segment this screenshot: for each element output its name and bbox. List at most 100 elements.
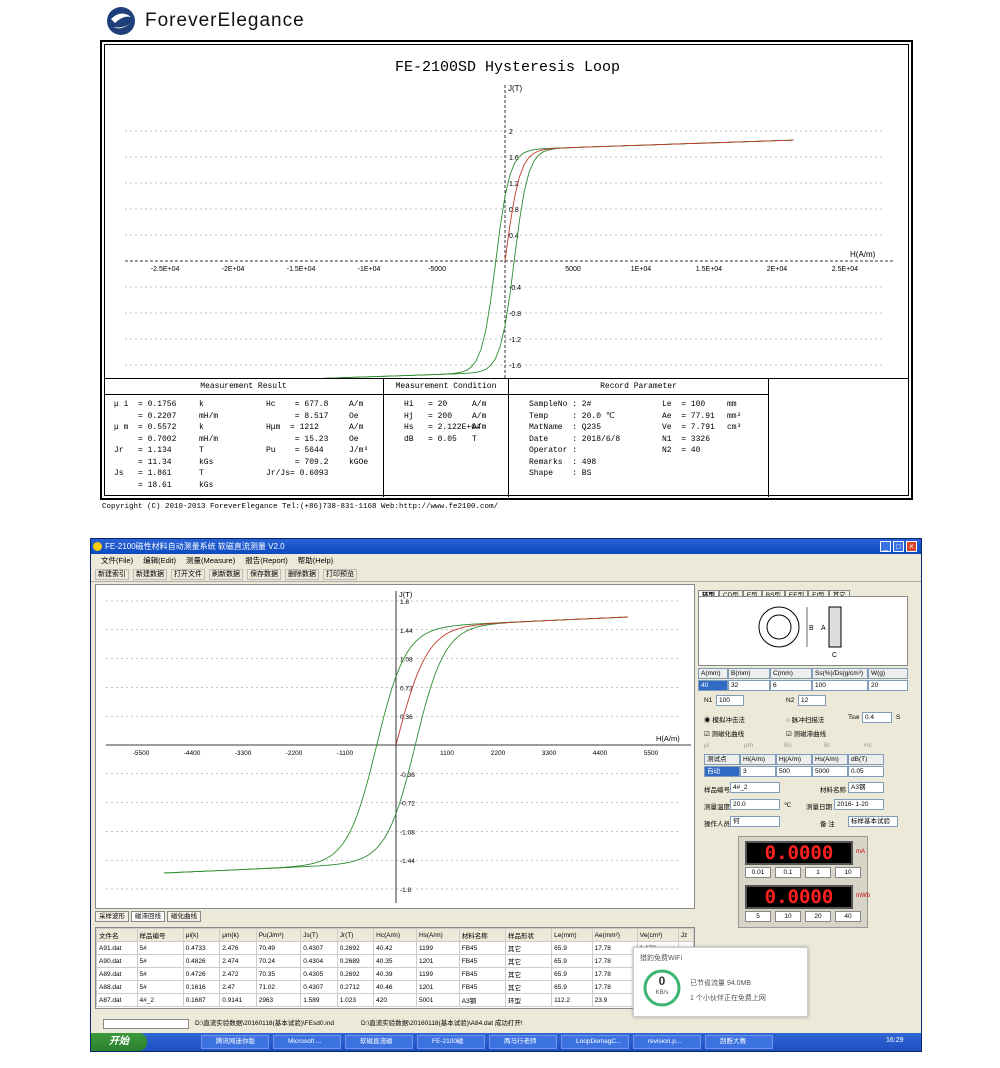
grid-cell: 112.2 [551, 993, 593, 1007]
grid-header-cell[interactable]: 材料名称 [458, 928, 506, 942]
table-row[interactable]: A91.dat 5# 0.4733 2.476 70.49 0.4307 0.2692 40.… [96, 941, 695, 955]
current-range-button[interactable]: 0.01 [745, 867, 771, 878]
view-tab[interactable]: 磁滞回线 [131, 911, 165, 922]
taskbar-item[interactable]: Microsoft ... [273, 1035, 341, 1049]
test-point-input[interactable]: 5000 [812, 766, 848, 777]
test-point-input[interactable]: 500 [776, 766, 812, 777]
grid-cell: 0.2712 [336, 980, 375, 994]
test-point-input[interactable]: 自动 [704, 766, 740, 777]
operator-input[interactable]: 何 [730, 816, 780, 827]
table-row[interactable]: A90.dat 5# 0.4826 2.474 70.24 0.4304 0.2689 40.… [96, 954, 695, 968]
wifi-title: 猎豹免费WiFi [640, 955, 682, 962]
flux-range-button[interactable]: 5 [745, 911, 771, 922]
close-icon[interactable]: × [906, 541, 917, 552]
table-row[interactable]: A87.dat 4#_2 0.1687 0.9141 2963 1.589 1.023 420… [96, 993, 695, 1007]
grid-cell: 65.9 [551, 967, 593, 981]
grid-header-cell[interactable]: Le(mm) [551, 928, 593, 942]
menu-item[interactable]: 测量(Measure) [186, 556, 236, 565]
record-cell: Ae = 77.91 [662, 411, 715, 421]
grid-header-cell[interactable]: Js(T) [300, 928, 338, 942]
test-point-input[interactable]: 3 [740, 766, 776, 777]
check-hysteresis[interactable]: ☑ 测磁滞曲线 [786, 731, 827, 738]
flux-range-button[interactable]: 20 [805, 911, 831, 922]
grid-header-cell[interactable]: Hs(A/m) [415, 928, 460, 942]
grid-header-cell[interactable]: Ve(cm³) [636, 928, 679, 942]
taskbar-item[interactable]: 腾讯网迷你版 [201, 1035, 269, 1049]
taskbar-item[interactable]: 软磁直流磁 [345, 1035, 413, 1049]
material-label: 材料名称 [820, 787, 846, 794]
radio-pulse-scan-label: 脉冲扫描法 [791, 717, 825, 724]
dimension-input[interactable]: 20 [868, 680, 908, 691]
grid-header-cell[interactable]: Jz [677, 928, 695, 942]
menu-item[interactable]: 文件(File) [101, 556, 134, 565]
taskbar-item[interactable]: LoopDemagC... [561, 1035, 629, 1049]
view-tab[interactable]: 磁化曲线 [167, 911, 201, 922]
dimension-input[interactable]: 40 [698, 680, 728, 691]
table-row[interactable]: A89.dat 5# 0.4726 2.472 70.35 0.4305 0.2692 40.… [96, 967, 695, 981]
grid-cell: FB45 [458, 941, 506, 955]
current-range-button[interactable]: 1 [805, 867, 831, 878]
record-cell: N2 = 40 [662, 446, 701, 455]
current-range-button[interactable]: 0.1 [775, 867, 801, 878]
grid-header-cell[interactable]: 文件名 [96, 928, 138, 942]
tsw-input[interactable]: 0.4 [862, 712, 892, 723]
current-range-button[interactable]: 10 [835, 867, 861, 878]
dimension-input[interactable]: 100 [812, 680, 868, 691]
grid-header-cell[interactable]: Jr(T) [336, 928, 375, 942]
menu-item[interactable]: 报告(Report) [245, 556, 288, 565]
toolbar-button[interactable]: 新建索引 [95, 569, 129, 580]
n2-input[interactable]: 12 [798, 695, 826, 706]
start-button[interactable]: 开始 [91, 1033, 147, 1051]
temp-input[interactable]: 20.0 [730, 799, 780, 810]
grid-header-cell[interactable]: 样品编号 [136, 928, 184, 942]
grid-cell: 40.42 [373, 941, 417, 955]
toolbar-button[interactable]: 新建数据 [133, 569, 167, 580]
check-magnetization[interactable]: ☑ 测磁化曲线 [704, 731, 745, 738]
grid-header-cell[interactable]: 样品形状 [504, 928, 553, 942]
toolbar-button[interactable]: 打印预览 [323, 569, 357, 580]
flux-range-button[interactable]: 10 [775, 911, 801, 922]
record-parameter-column: Record Parameter SampleNo : 2# Le = 100 mm… [509, 379, 769, 497]
grid-cell: 5# [136, 954, 184, 968]
maximize-icon[interactable]: □ [893, 541, 904, 552]
taskbar-item[interactable]: 两马行老师 [489, 1035, 557, 1049]
check-hysteresis-label: 测磁滞曲线 [793, 731, 827, 738]
date-picker[interactable]: 2016- 1-20 [834, 799, 884, 810]
dimension-input[interactable]: 6 [770, 680, 812, 691]
taskbar-item[interactable]: FE-2100磁 [417, 1035, 485, 1049]
toolbar-button[interactable]: 打开文件 [171, 569, 205, 580]
grid-header-cell[interactable]: μm(k) [219, 928, 257, 942]
material-input[interactable]: A3钢 [848, 782, 884, 793]
note-input[interactable]: 标样基本试验 [848, 816, 898, 827]
grid-header-cell[interactable]: μi(k) [182, 928, 221, 942]
radio-pulse-scan[interactable]: ○ 脉冲扫描法 [786, 717, 825, 724]
grid-cell: 0.1616 [182, 980, 221, 994]
taskbar-item[interactable]: revision.p... [633, 1035, 701, 1049]
sample-input[interactable]: 4#_2 [730, 782, 780, 793]
taskbar-item[interactable]: 刮断大赛 [705, 1035, 773, 1049]
grid-header-cell[interactable]: Ae(mm²) [591, 928, 638, 942]
result-cell: = 8.517 [266, 411, 329, 421]
toolbar-button[interactable]: 删除数据 [285, 569, 319, 580]
dimension-input[interactable]: 32 [728, 680, 770, 691]
test-point-input[interactable]: 0.05 [848, 766, 884, 777]
grid-cell: A90.dat [96, 954, 138, 968]
toolbar-button[interactable]: 刷新数据 [209, 569, 243, 580]
menu-item[interactable]: 编辑(Edit) [143, 556, 177, 565]
x-tick-label: -2200 [286, 750, 303, 757]
grid-header-cell[interactable]: Hc(A/m) [373, 928, 417, 942]
x-tick-label: -4400 [184, 750, 201, 757]
command-box[interactable] [103, 1019, 189, 1029]
result-cell: = 11.34 [114, 457, 172, 467]
menu-item[interactable]: 帮助(Help) [297, 556, 334, 565]
view-tab[interactable]: 采样波形 [95, 911, 129, 922]
grid-header-cell[interactable]: Pu(J/m³) [255, 928, 302, 942]
grid-cell: 0.4726 [182, 967, 221, 981]
minimize-icon[interactable]: _ [880, 541, 891, 552]
radio-impulse[interactable]: ◉ 模拟冲击法 [704, 717, 745, 724]
toolbar-button[interactable]: 保存数据 [247, 569, 281, 580]
result-cell: Hμm = 1212 [266, 423, 319, 432]
n1-input[interactable]: 100 [716, 695, 744, 706]
table-row[interactable]: A88.dat 5# 0.1616 2.47 71.02 0.4307 0.2712 40.4… [96, 980, 695, 994]
flux-range-button[interactable]: 40 [835, 911, 861, 922]
